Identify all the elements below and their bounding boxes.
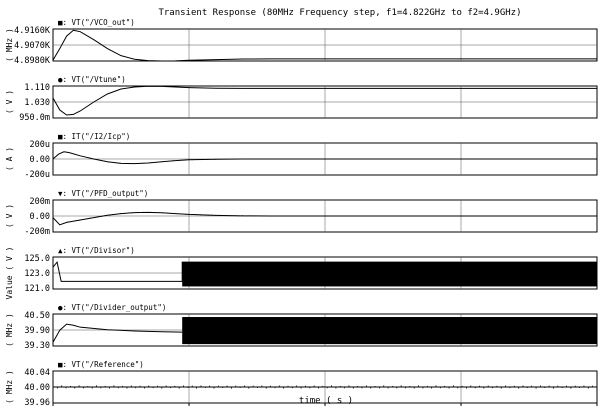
y-tick-label: 0.00 bbox=[30, 155, 50, 165]
y-tick-label: 40.00 bbox=[24, 383, 50, 393]
waveform-panel: 200m 0.00 -200m ( V ) ▼: VT("/PFD_output") bbox=[5, 189, 598, 237]
series-noise bbox=[52, 385, 594, 389]
series-band bbox=[182, 317, 597, 345]
y-axis-label: ( MHz ) bbox=[5, 28, 14, 62]
series-name: ▲: VT("/Divisor") bbox=[58, 246, 135, 255]
y-tick-label: 1.030 bbox=[24, 98, 50, 108]
series-name: ■: VT("/Reference") bbox=[58, 360, 144, 369]
chart-title: Transient Response (80MHz Frequency step… bbox=[158, 8, 521, 18]
y-tick-label: 40.04 bbox=[24, 368, 50, 378]
series-line bbox=[52, 260, 597, 282]
y-tick-label: 4.9070K bbox=[14, 41, 51, 51]
y-tick-label: -200u bbox=[24, 170, 50, 180]
series-band bbox=[182, 262, 597, 287]
y-axis-label: ( V ) bbox=[5, 90, 14, 114]
waveform-panel: 40.50 39.90 39.30 ( MHz ) ●: VT("/Divider_ou… bbox=[5, 303, 598, 351]
x-axis: 0.010u20u30u40u bbox=[52, 403, 598, 406]
y-tick-label: 4.9160K bbox=[14, 26, 51, 36]
series-name: ■: IT("/I2/Icp") bbox=[58, 132, 130, 141]
series-name: ▼: VT("/PFD_output") bbox=[58, 189, 148, 198]
series-name: ●: VT("/Divider_output") bbox=[58, 303, 166, 312]
y-axis-label: ( V ) bbox=[5, 204, 14, 228]
y-axis-label: ( A ) bbox=[5, 147, 14, 171]
series-line bbox=[52, 85, 597, 116]
y-tick-label: 0.00 bbox=[30, 212, 50, 222]
y-tick-label: 40.50 bbox=[24, 311, 50, 321]
series-noise bbox=[59, 211, 598, 225]
series-name: ■: VT("/VCO_out") bbox=[58, 18, 135, 27]
x-axis-label: time ( s ) bbox=[299, 396, 353, 406]
waveform-panel: 4.9160K 4.9070K 4.8980K( MHz ) ■: VT("/VCO_… bbox=[5, 18, 598, 66]
series-line bbox=[52, 323, 183, 343]
series-name: ●: VT("/Vtune") bbox=[58, 75, 126, 84]
y-tick-label: 200m bbox=[30, 197, 50, 207]
y-tick-label: 1.110 bbox=[24, 83, 50, 93]
series-noise bbox=[66, 151, 597, 165]
series-line bbox=[52, 29, 597, 62]
waveform-panel: 40.04 40.00 39.96 ( MHz ) ■: VT("/Reference"… bbox=[5, 360, 598, 408]
y-tick-label: 123.0 bbox=[24, 269, 50, 279]
y-axis-label: ( MHz ) bbox=[5, 313, 14, 347]
y-tick-label: 125.0 bbox=[24, 254, 50, 264]
y-axis-label: Value ( V ) bbox=[5, 247, 14, 300]
y-tick-label: 950.0m bbox=[19, 113, 50, 123]
y-tick-label: 4.8980K bbox=[14, 56, 51, 66]
waveform-panel: 1.110 1.030 950.0m ( V ) ●: VT("/Vtune") bbox=[5, 75, 598, 123]
y-tick-label: 39.30 bbox=[24, 341, 50, 351]
y-tick-label: 121.0 bbox=[24, 284, 50, 294]
waveform-panel: 200u 0.00 -200u ( A ) ■: IT("/I2/Icp") bbox=[5, 132, 598, 180]
y-axis-label: ( MHz ) bbox=[5, 370, 14, 404]
y-tick-label: -200m bbox=[24, 227, 50, 237]
waveform-panel: 125.0 123.0 121.0 Value ( V ) ▲: VT("/Diviso… bbox=[5, 246, 598, 300]
series-line bbox=[52, 211, 597, 226]
y-tick-label: 39.96 bbox=[24, 398, 50, 408]
y-tick-label: 200u bbox=[30, 140, 50, 150]
y-tick-label: 39.90 bbox=[24, 326, 50, 336]
